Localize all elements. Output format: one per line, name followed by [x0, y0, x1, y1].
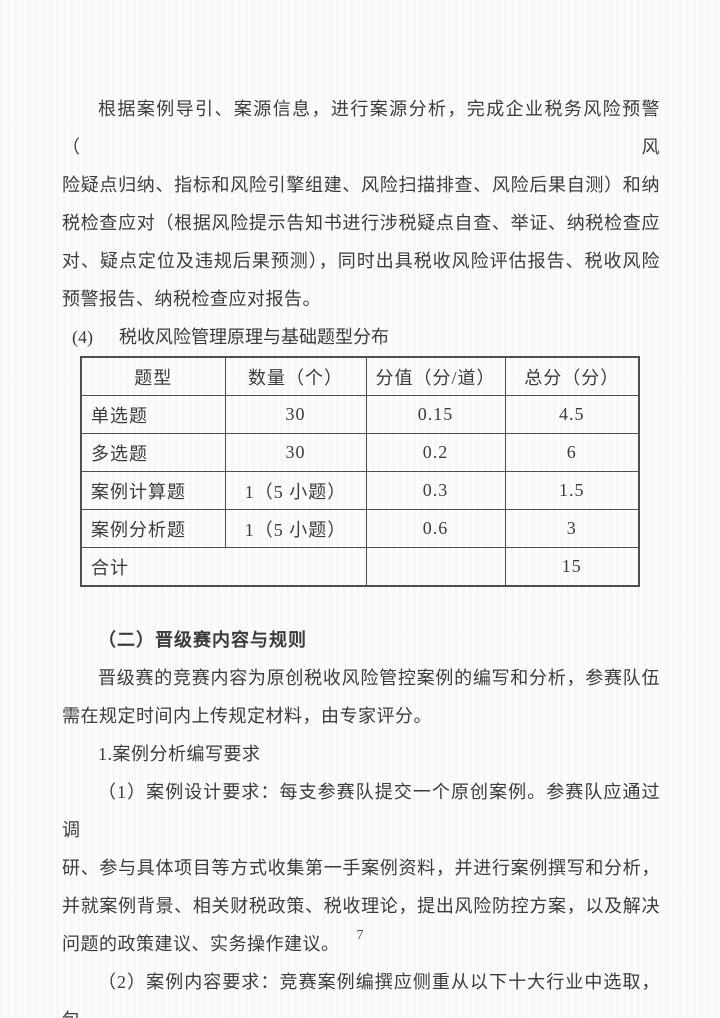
text-line: 研、参与具体项目等方式收集第一手案例资料，并进行案例撰写和分析，: [62, 858, 660, 878]
table-total-label: 合计: [80, 547, 367, 587]
table-total-row: 合计 15: [80, 547, 640, 587]
section4-number: (4): [72, 327, 93, 347]
table-cell: 30: [224, 395, 367, 434]
table-cell: 案例计算题: [80, 471, 226, 510]
text-line: （2）案例内容要求：竞赛案例编撰应侧重从以下十大行业中选取，包: [62, 972, 660, 1018]
table-header-cell: 分值（分/道）: [365, 356, 506, 396]
text-line: （1）案例设计要求：每支参赛队提交一个原创案例。参赛队应通过调: [62, 782, 660, 840]
text-line: 预警报告、纳税检查应对报告。: [62, 289, 321, 309]
table-cell: 1（5 小题）: [224, 509, 367, 548]
table-cell: 0.6: [365, 509, 506, 548]
table-row: 多选题 30 0.2 6: [80, 433, 640, 472]
text-line: 险疑点归纳、指标和风险引擎组建、风险扫描排查、风险后果自测）和纳: [62, 175, 660, 195]
table-cell: 4.5: [504, 395, 640, 434]
table-cell: 多选题: [80, 433, 226, 472]
table-cell: 30: [224, 433, 367, 472]
table-header-cell: 题型: [80, 356, 226, 396]
page-number: 7: [356, 928, 364, 943]
table-row: 案例分析题 1（5 小题） 0.6 3: [80, 509, 640, 548]
paragraph-case-content: （2）案例内容要求：竞赛案例编撰应侧重从以下十大行业中选取，包: [62, 963, 660, 1018]
paragraph-case-design: （1）案例设计要求：每支参赛队提交一个原创案例。参赛队应通过调 研、参与具体项目…: [62, 773, 660, 963]
section2-heading: （二）晋级赛内容与规则: [98, 630, 307, 650]
table-header-cell: 数量（个）: [224, 356, 367, 396]
question-type-distribution-table: 题型 数量（个） 分值（分/道） 总分（分） 单选题 30 0.15 4.5 多…: [80, 356, 640, 587]
paragraph-intro: 根据案例导引、案源信息，进行案源分析，完成企业税务风险预警（风 险疑点归纳、指标…: [62, 90, 660, 318]
text-line: 根据案例导引、案源信息，进行案源分析，完成企业税务风险预警（风: [62, 99, 660, 157]
table-header-cell: 总分（分）: [504, 356, 640, 396]
table-cell: 0.15: [365, 395, 506, 434]
table-row: 单选题 30 0.15 4.5: [80, 395, 640, 434]
table-cell: 案例分析题: [80, 509, 226, 548]
table-total-value: 15: [504, 547, 640, 587]
table-header-row: 题型 数量（个） 分值（分/道） 总分（分）: [80, 356, 640, 396]
text-line: 问题的政策建议、实务操作建议。: [62, 934, 340, 954]
section4-title: 税收风险管理原理与基础题型分布: [119, 327, 389, 347]
table-cell: 6: [504, 433, 640, 472]
item1-heading: 1.案例分析编写要求: [98, 744, 261, 764]
table-row: 案例计算题 1（5 小题） 0.3 1.5: [80, 471, 640, 510]
table-total-score: [365, 547, 506, 587]
table-cell: 0.3: [365, 471, 506, 510]
text-line: 需在规定时间内上传规定材料，由专家评分。: [62, 706, 432, 726]
section4-heading: (4) 税收风险管理原理与基础题型分布: [62, 318, 660, 356]
table-cell: 1.5: [504, 471, 640, 510]
text-line: 税检查应对（根据风险提示告知书进行涉税疑点自查、举证、纳税检查应: [62, 213, 660, 233]
text-line: 对、疑点定位及违规后果预测），同时出具税收风险评估报告、税收风险: [62, 251, 660, 271]
text-line: 晋级赛的竞赛内容为原创税收风险管控案例的编写和分析，参赛队伍: [98, 668, 660, 688]
text-line: 并就案例背景、相关财税政策、税收理论，提出风险防控方案，以及解决: [62, 896, 660, 916]
table-cell: 0.2: [365, 433, 506, 472]
paragraph-section2-intro: 晋级赛的竞赛内容为原创税收风险管控案例的编写和分析，参赛队伍 需在规定时间内上传…: [62, 659, 660, 735]
table-cell: 3: [504, 509, 640, 548]
table-cell: 单选题: [80, 395, 226, 434]
table-cell: 1（5 小题）: [224, 471, 367, 510]
